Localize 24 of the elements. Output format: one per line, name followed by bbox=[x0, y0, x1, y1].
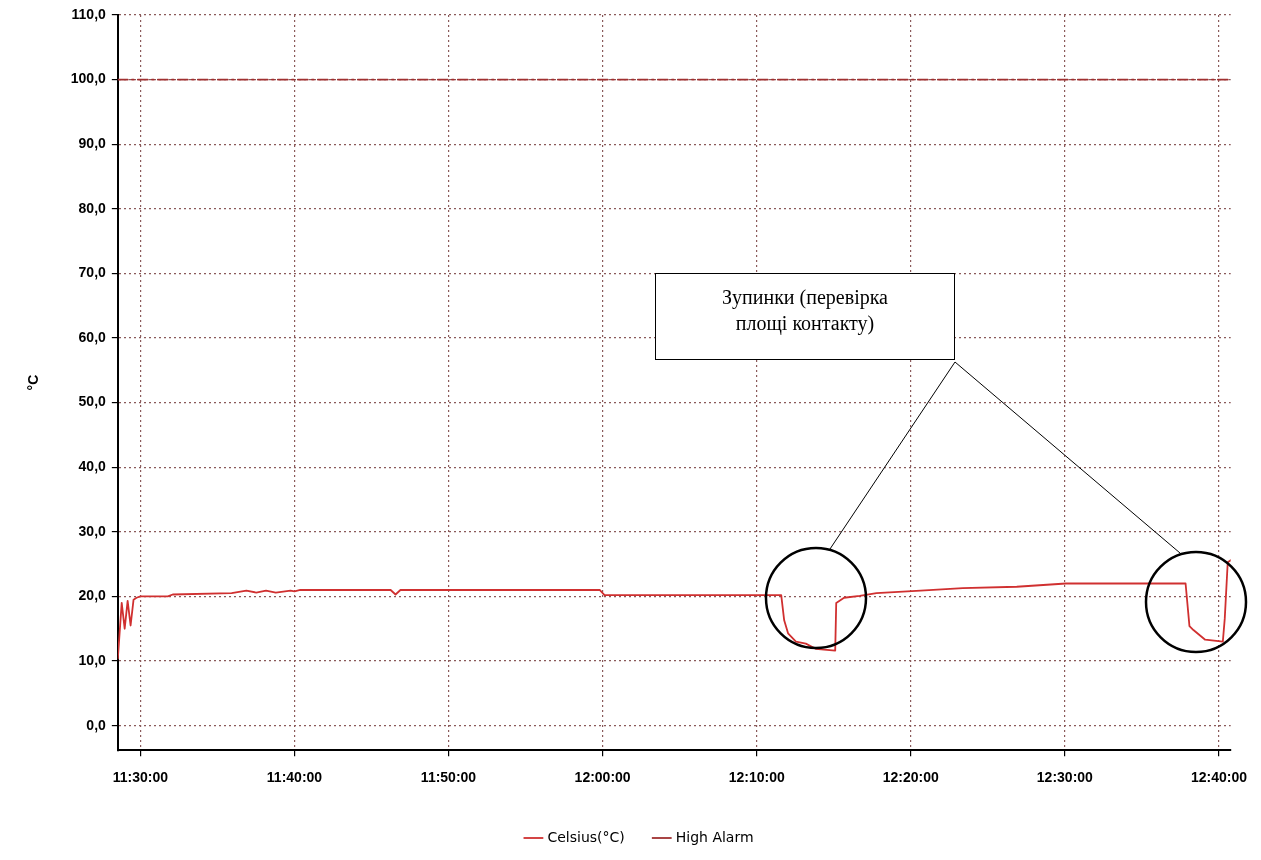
x-tick-label: 11:50:00 bbox=[420, 769, 477, 786]
x-tick-label: 12:20:00 bbox=[882, 769, 939, 786]
y-tick-label: 80,0 bbox=[78, 199, 107, 216]
x-tick-label: 12:10:00 bbox=[728, 769, 785, 786]
y-axis-title: °C bbox=[25, 374, 42, 391]
y-tick-label: 100,0 bbox=[70, 70, 107, 87]
y-tick-label: 30,0 bbox=[78, 522, 107, 539]
y-tick-label: 60,0 bbox=[78, 328, 107, 345]
annotation: Зупинки (перевірка площі контакту) bbox=[721, 285, 889, 336]
y-tick-label: 20,0 bbox=[78, 587, 107, 604]
y-tick-label: 110,0 bbox=[71, 5, 107, 22]
x-tick-label: 12:40:00 bbox=[1190, 769, 1248, 786]
y-tick-label: 70,0 bbox=[78, 264, 107, 281]
y-tick-label: 90,0 bbox=[78, 135, 107, 152]
x-tick-label: 12:30:00 bbox=[1036, 769, 1094, 786]
x-tick-label: 12:00:00 bbox=[574, 769, 631, 786]
y-tick-label: 50,0 bbox=[78, 393, 107, 410]
y-tick-label: 40,0 bbox=[78, 458, 107, 475]
x-tick-label: 11:30:00 bbox=[112, 769, 169, 786]
y-tick-label: 10,0 bbox=[78, 651, 107, 668]
y-tick-label: 0,0 bbox=[86, 716, 107, 733]
legend-label: Celsius(°C) bbox=[547, 828, 625, 845]
x-tick-label: 11:40:00 bbox=[266, 769, 323, 786]
legend-label: High Alarm bbox=[675, 828, 754, 845]
